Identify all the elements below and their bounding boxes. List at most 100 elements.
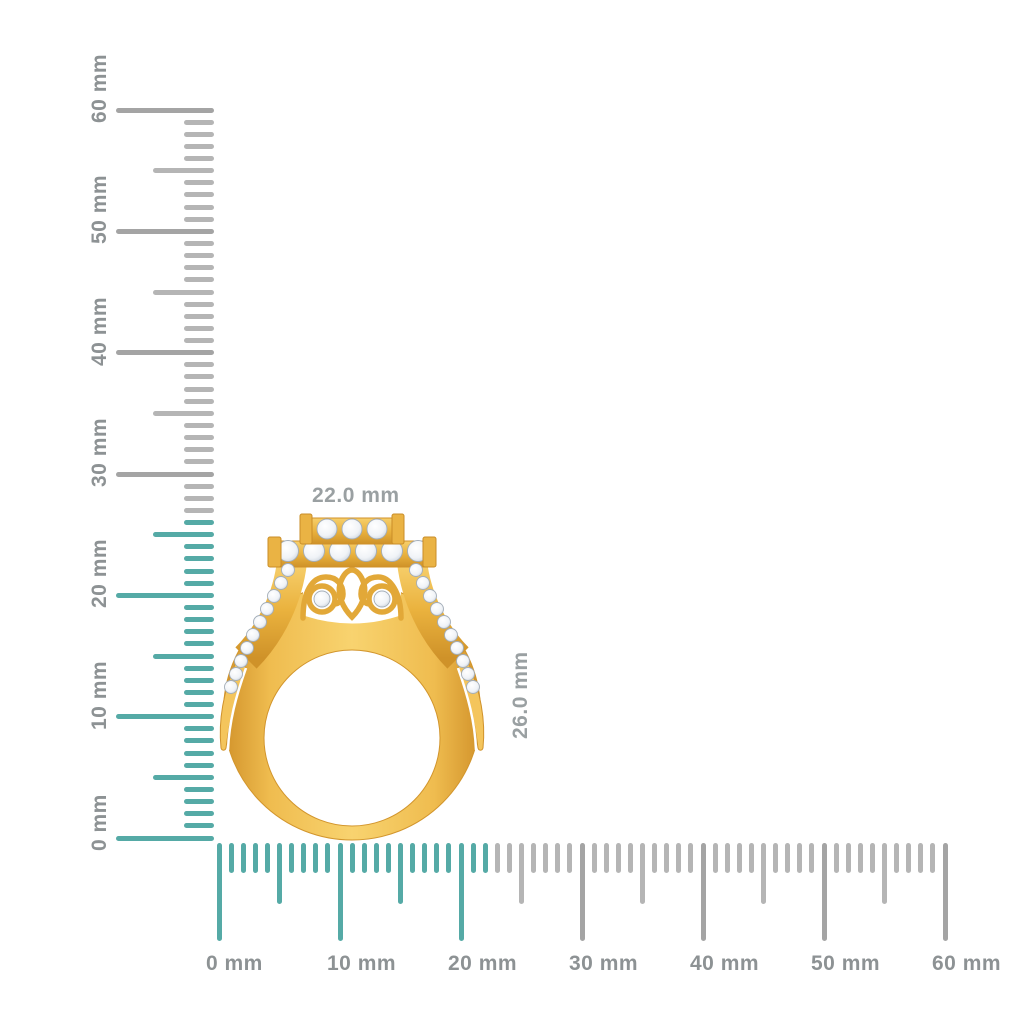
ruler-tick <box>277 843 282 904</box>
ruler-tick <box>184 556 214 562</box>
ruler-tick <box>809 843 815 873</box>
ruler-tick <box>116 228 214 234</box>
ruler-tick <box>184 580 214 586</box>
ruler-tick <box>591 843 597 873</box>
ruler-label: 50 mm <box>88 175 111 245</box>
ruler-tick <box>676 843 682 873</box>
ruler-tick <box>894 843 900 873</box>
ruler-tick <box>301 843 307 873</box>
ruler-tick <box>116 592 214 598</box>
diamond-icon <box>253 615 267 629</box>
ruler-tick <box>184 750 214 756</box>
ruler-tick <box>184 216 214 222</box>
ruler-tick <box>652 843 658 873</box>
ruler-tick <box>942 843 948 941</box>
diamond-icon <box>407 540 429 562</box>
ruler-tick <box>184 374 214 380</box>
ruler-label: 20 mm <box>448 952 518 975</box>
gallery-scrollwork <box>300 567 404 621</box>
diamond-icon <box>423 589 437 603</box>
ruler-label: 40 mm <box>690 952 760 975</box>
diamond-icon <box>416 576 430 590</box>
ring-side-fins <box>219 660 485 752</box>
center-diamonds <box>316 518 388 540</box>
ruler-tick <box>640 843 645 904</box>
diamond-icon <box>240 641 254 655</box>
diamond-icon <box>444 628 458 642</box>
ruler-tick <box>184 665 214 671</box>
ruler-tick <box>482 843 488 873</box>
ruler-tick <box>184 398 214 404</box>
ruler-label: 30 mm <box>569 952 639 975</box>
ruler-tick <box>869 843 875 873</box>
diamond-icon <box>430 602 444 616</box>
ruler-tick <box>748 843 754 873</box>
diamond-icon <box>409 563 423 577</box>
ruler-tick <box>785 843 791 873</box>
ruler-tick <box>700 843 706 941</box>
ruler-tick <box>184 325 214 331</box>
ruler-tick <box>184 253 214 259</box>
diamond-icon <box>355 540 377 562</box>
ruler-tick <box>184 156 214 162</box>
ruler-tick <box>153 289 214 295</box>
ruler-tick <box>184 799 214 805</box>
ruler-tick <box>664 843 670 873</box>
ruler-tick <box>930 843 936 873</box>
ruler-tick <box>567 843 573 873</box>
ruler-tick <box>116 471 214 477</box>
ruler-tick <box>833 843 839 873</box>
ruler-tick <box>603 843 609 873</box>
ruler-tick <box>184 131 214 137</box>
ruler-tick <box>184 119 214 125</box>
ruler-tick <box>313 843 319 873</box>
ring-band <box>222 582 482 841</box>
ruler-tick <box>579 843 585 941</box>
ruler-tick <box>398 843 403 904</box>
ruler-tick <box>184 204 214 210</box>
ruler-tick <box>184 520 214 526</box>
diamond-icon <box>229 667 243 681</box>
ring-top-tier <box>299 513 405 545</box>
ruler-label: 30 mm <box>88 417 111 487</box>
ruler-tick <box>184 762 214 768</box>
ruler-tick <box>184 726 214 732</box>
ruler-tick <box>228 843 234 873</box>
ruler-label: 60 mm <box>932 952 1002 975</box>
width-dimension-label: 22.0 mm <box>312 484 400 507</box>
ruler-tick <box>153 532 214 538</box>
ruler-tick <box>153 410 214 416</box>
ruler-tick <box>797 843 803 873</box>
ruler-tick <box>184 447 214 453</box>
ruler-tick <box>184 641 214 647</box>
ruler-label: 0 mm <box>88 794 111 851</box>
ruler-tick <box>184 568 214 574</box>
gallery-diamonds <box>313 590 391 608</box>
accent-diamonds <box>224 563 480 694</box>
ruler-tick <box>688 843 694 873</box>
height-dimension-label: 26.0 mm <box>509 651 532 739</box>
ruler-tick <box>845 843 851 873</box>
ruler-tick <box>325 843 331 873</box>
ruler-tick <box>361 843 367 873</box>
ruler-tick <box>615 843 621 873</box>
diamond-icon <box>461 667 475 681</box>
ruler-label: 60 mm <box>88 53 111 123</box>
ruler-tick <box>216 843 222 941</box>
diamond-icon <box>303 540 325 562</box>
ruler-label: 20 mm <box>88 539 111 609</box>
diamond-icon <box>466 680 480 694</box>
ring-halo-tier <box>267 536 437 568</box>
ruler-tick <box>184 192 214 198</box>
ruler-tick <box>116 835 214 841</box>
ruler-tick <box>184 786 214 792</box>
ruler-tick <box>506 843 512 873</box>
ruler-label: 0 mm <box>206 952 263 975</box>
ruler-tick <box>153 168 214 174</box>
ruler-tick <box>724 843 730 873</box>
ruler-tick <box>857 843 863 873</box>
ruler-tick <box>184 338 214 344</box>
ruler-label: 50 mm <box>811 952 881 975</box>
ruler-tick <box>116 107 214 113</box>
